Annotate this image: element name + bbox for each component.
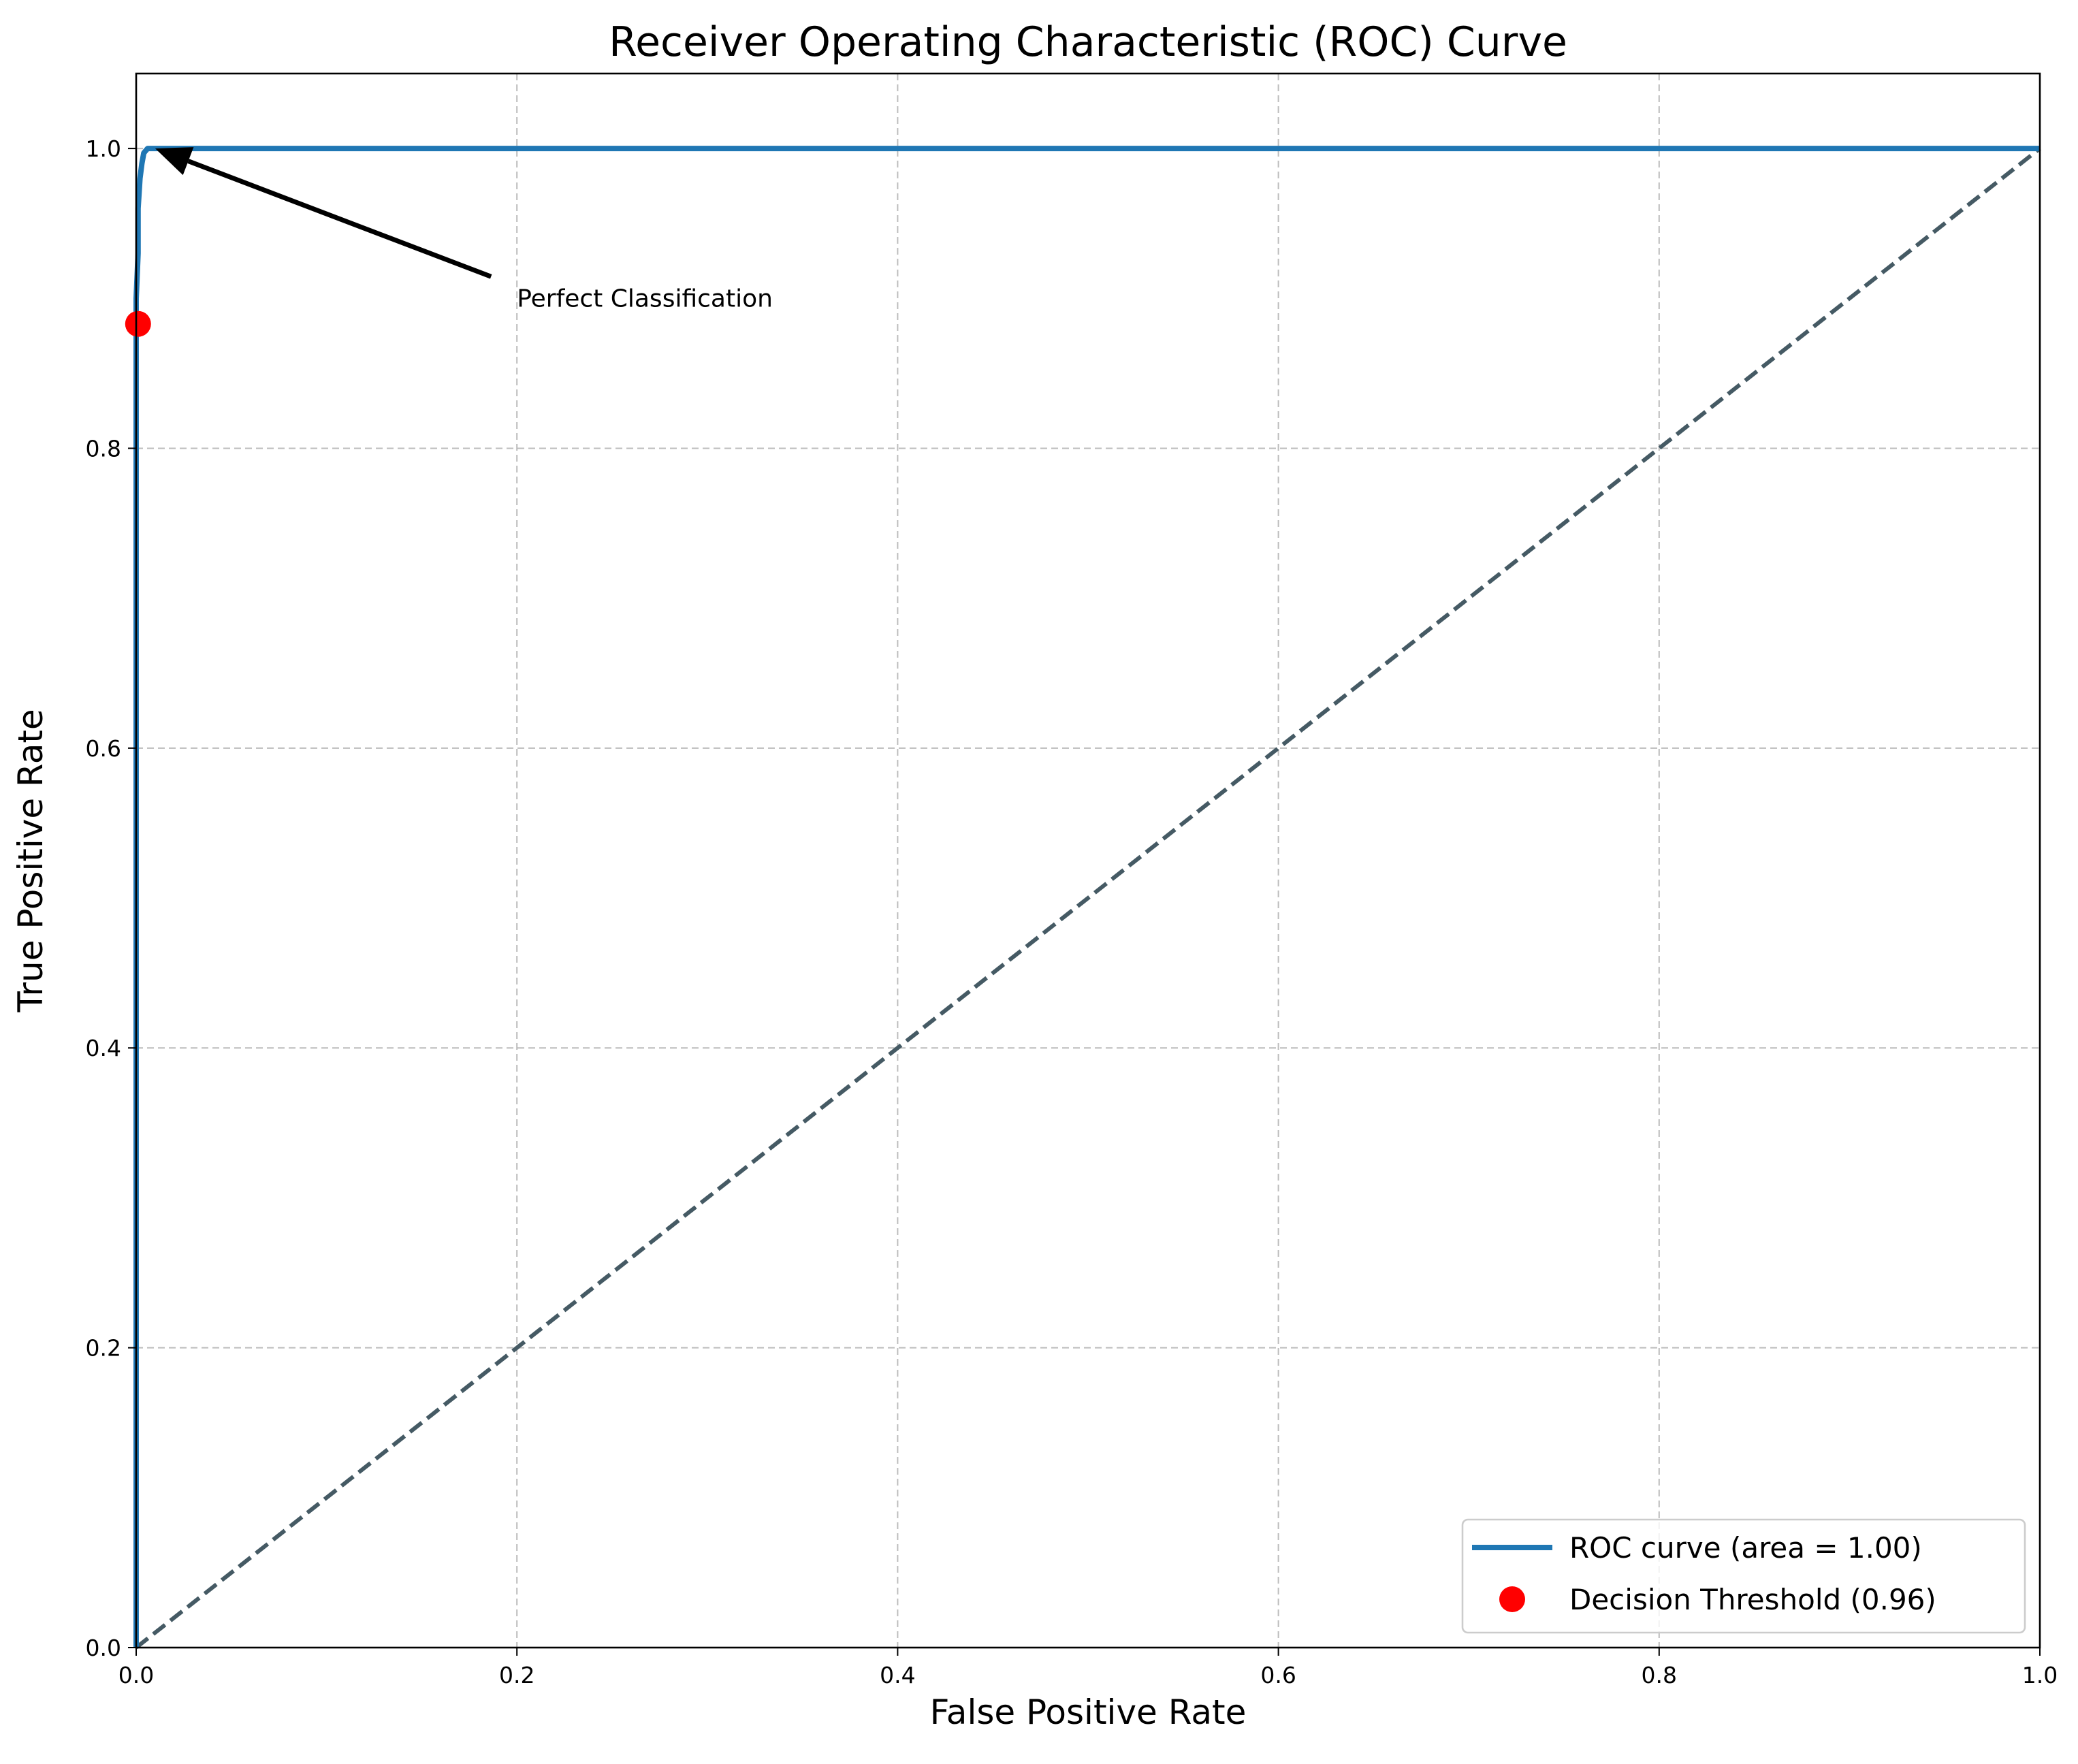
annotation-perfect-classification: Perfect Classification (517, 285, 773, 312)
y-tick-label: 0.6 (86, 735, 121, 762)
grid-layer (136, 74, 2040, 1648)
y-tick-label: 1.0 (86, 135, 121, 162)
legend: ROC curve (area = 1.00) Decision Thresho… (1461, 1518, 2026, 1634)
series-layer (133, 146, 2041, 1650)
marker-layer (125, 310, 151, 337)
x-tick-label: 0.4 (880, 1662, 915, 1688)
legend-box (1461, 1518, 2026, 1634)
annotation-layer: Perfect Classification (155, 147, 773, 312)
x-tick-label: 0.0 (118, 1662, 154, 1688)
annotation-arrow-shaft (187, 159, 492, 279)
y-axis-label: True Positive Rate (11, 709, 50, 1012)
y-tick-label: 0.8 (86, 435, 121, 462)
x-tick-label: 1.0 (2022, 1662, 2058, 1688)
chance-diagonal-line (135, 146, 2041, 1650)
x-axis-label: False Positive Rate (930, 1693, 1247, 1732)
y-tick-label: 0.4 (86, 1035, 121, 1061)
chart-title: Receiver Operating Characteristic (ROC) … (609, 18, 1567, 66)
legend-label-roc-curve: ROC curve (area = 1.00) (1569, 1531, 1922, 1565)
axis-layer: 0.0 0.2 0.4 0.6 0.8 1.0 0.0 0.2 0.4 0.6 0.8 1.0 (86, 135, 2058, 1688)
legend-label-decision-threshold: Decision Threshold (0.96) (1569, 1583, 1936, 1616)
annotation-arrow-head (155, 147, 194, 176)
legend-swatch-decision-threshold (1499, 1586, 1525, 1612)
plot-frame (135, 72, 2041, 1649)
x-tick-label: 0.2 (499, 1662, 534, 1688)
x-tick-label: 0.8 (1642, 1662, 1677, 1688)
y-tick-label: 0.2 (86, 1335, 121, 1362)
x-tick-label: 0.6 (1260, 1662, 1296, 1688)
decision-threshold-point (125, 310, 151, 337)
y-tick-label: 0.0 (86, 1635, 121, 1661)
